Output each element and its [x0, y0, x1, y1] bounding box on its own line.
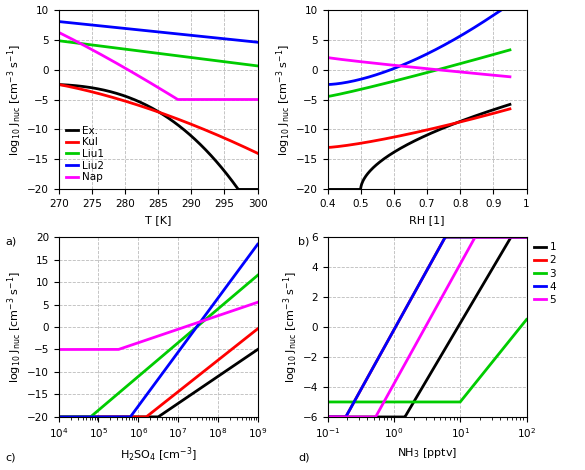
Legend: 1, 2, 3, 4, 5: 1, 2, 3, 4, 5 [534, 242, 556, 305]
Y-axis label: log$_{10}$ J$_\mathrm{nuc}$ [cm$^{-3}$ s$^{-1}$]: log$_{10}$ J$_\mathrm{nuc}$ [cm$^{-3}$ s… [274, 44, 293, 156]
Legend: Ex., Kul, Liu1, Liu2, Nap: Ex., Kul, Liu1, Liu2, Nap [64, 124, 106, 184]
Text: d): d) [298, 453, 310, 462]
X-axis label: T [K]: T [K] [145, 215, 171, 225]
Text: a): a) [6, 236, 17, 246]
X-axis label: H$_2$SO$_4$ [cm$^{-3}$]: H$_2$SO$_4$ [cm$^{-3}$] [119, 446, 197, 464]
Y-axis label: log$_{10}$ J$_\mathrm{nuc}$ [cm$^{-3}$ s$^{-1}$]: log$_{10}$ J$_\mathrm{nuc}$ [cm$^{-3}$ s… [5, 44, 24, 156]
Text: c): c) [6, 453, 16, 462]
Y-axis label: log$_{10}$ J$_\mathrm{nuc}$ [cm$^{-3}$ s$^{-1}$]: log$_{10}$ J$_\mathrm{nuc}$ [cm$^{-3}$ s… [281, 271, 300, 383]
Y-axis label: log$_{10}$ J$_\mathrm{nuc}$ [cm$^{-3}$ s$^{-1}$]: log$_{10}$ J$_\mathrm{nuc}$ [cm$^{-3}$ s… [5, 271, 24, 383]
Text: b): b) [298, 236, 309, 246]
X-axis label: RH [1]: RH [1] [410, 215, 445, 225]
X-axis label: NH$_3$ [pptv]: NH$_3$ [pptv] [397, 446, 457, 460]
